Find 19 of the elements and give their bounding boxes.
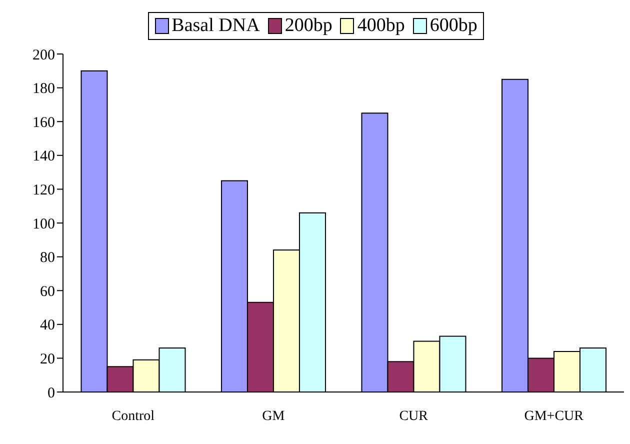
x-tick-label: GM — [262, 408, 286, 424]
legend-label: 400bp — [357, 15, 405, 37]
y-tick-label: 120 — [32, 182, 55, 199]
y-tick-label: 100 — [32, 216, 55, 232]
y-tick-label: 180 — [32, 81, 55, 98]
x-tick-label: GM+CUR — [524, 408, 584, 424]
legend-label: 600bp — [430, 15, 478, 37]
y-tick-label: 140 — [32, 148, 55, 165]
y-tick-label: 0 — [48, 385, 55, 402]
x-tick-label: CUR — [399, 408, 429, 424]
y-tick-label: 20 — [40, 352, 55, 368]
y-tick-label: 200 — [32, 47, 55, 64]
x-tick-label: Control — [112, 408, 155, 424]
y-tick-label: 60 — [40, 284, 55, 300]
y-tick-label: 160 — [32, 114, 55, 131]
y-tick-label: 40 — [40, 318, 55, 334]
legend-label: 200bp — [284, 15, 332, 37]
y-tick-label: 80 — [40, 250, 55, 266]
legend-label: Basal DNA — [172, 15, 260, 37]
